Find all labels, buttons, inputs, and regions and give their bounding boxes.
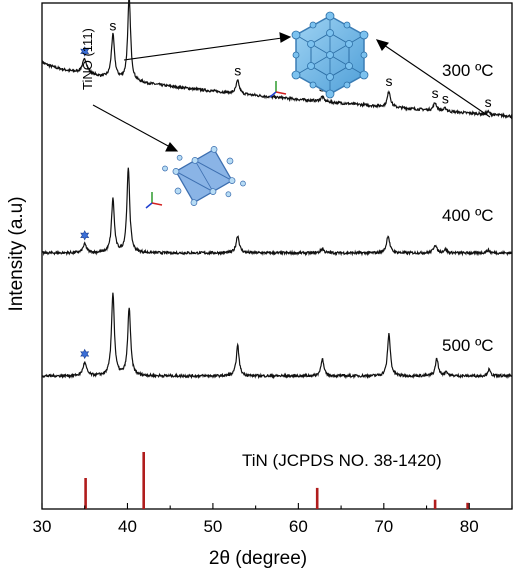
x-axis-title: 2θ (degree)	[209, 548, 307, 569]
x-tick-label-40: 40	[118, 517, 137, 536]
reference-label: TiN (JCPDS NO. 38-1420)	[242, 451, 442, 470]
crystal-structure-icon-small	[162, 146, 246, 206]
x-tick-label-60: 60	[289, 517, 308, 536]
series-line-3	[41, 292, 512, 380]
x-tick-label-70: 70	[374, 517, 393, 536]
x-tick-label-50: 50	[203, 517, 222, 536]
plot-frame	[41, 2, 513, 510]
reference-bar-1	[84, 478, 87, 509]
series-line-2	[41, 167, 513, 257]
tino-111-label: TiNO (111)	[80, 28, 95, 90]
series-label-400: 400 ºC	[442, 206, 494, 225]
traces-layer	[41, 0, 513, 380]
star-marker-2	[80, 230, 90, 241]
star-marker-3	[80, 348, 90, 360]
series-label-300: 300 ºC	[442, 61, 494, 80]
series-label-500: 500 ºC	[442, 336, 494, 355]
s-marker-5: s	[385, 73, 392, 89]
y-axis-title: Intensity (a.u)	[6, 196, 27, 311]
series-line-1	[41, 0, 513, 120]
s-marker-7: s	[442, 91, 449, 107]
crystal-structure-icon-large	[291, 11, 369, 99]
reference-bar-4	[433, 499, 437, 509]
s-marker-6: s	[432, 85, 439, 101]
s-marker-1: s	[109, 17, 116, 33]
star-marker-1	[80, 46, 90, 57]
x-tick-label-80: 80	[460, 517, 479, 536]
x-tick-label-30: 30	[33, 517, 52, 536]
axis-triad-icon-large	[269, 81, 287, 98]
reference-bar-3	[315, 487, 319, 509]
axis-triad-icon-small	[145, 192, 163, 209]
x-axis: 30 40 50 60 70 80	[33, 503, 513, 536]
reference-bars-layer	[84, 452, 469, 509]
s-marker-8: s	[485, 94, 492, 110]
s-marker-3: s	[234, 63, 241, 79]
reference-bar-2	[142, 452, 145, 509]
reference-bar-5	[466, 502, 469, 509]
annotation-arrows	[92, 32, 491, 152]
